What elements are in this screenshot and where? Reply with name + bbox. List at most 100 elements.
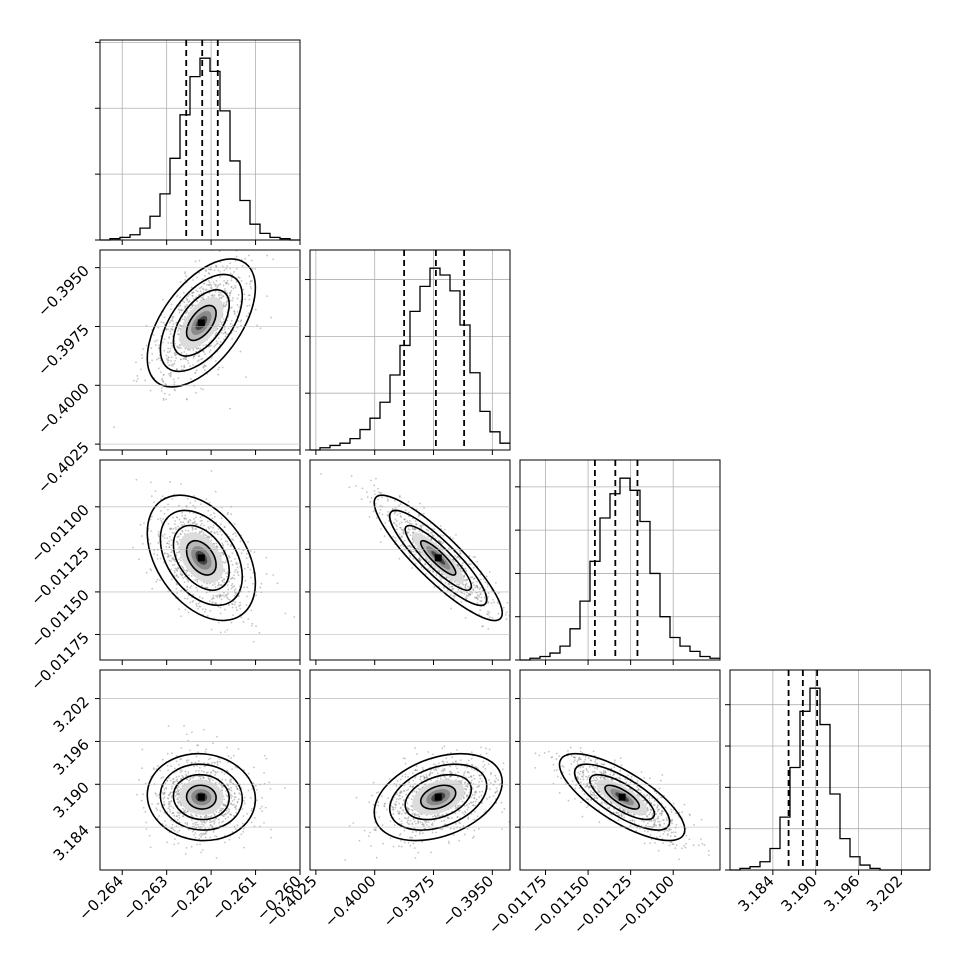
scatter-point [173, 352, 176, 355]
scatter-point [216, 533, 219, 536]
scatter-point [234, 765, 237, 768]
scatter-point [502, 606, 505, 609]
scatter-point [569, 746, 572, 749]
scatter-point [604, 771, 607, 774]
scatter-point [224, 593, 227, 596]
scatter-point [555, 752, 558, 755]
scatter-point [237, 320, 240, 322]
scatter-point [168, 527, 171, 530]
scatter-point [224, 817, 227, 820]
scatter-point [395, 798, 398, 800]
scatter-point [222, 284, 225, 287]
scatter-point [571, 780, 574, 783]
scatter-point [181, 815, 184, 818]
scatter-point [177, 576, 180, 578]
scatter-point [149, 481, 152, 484]
scatter-point [439, 778, 442, 780]
scatter-point [235, 535, 238, 537]
x-tick-label: 3.190 [777, 872, 820, 915]
scatter-point [361, 487, 364, 490]
scatter-point [177, 566, 179, 569]
scatter-point [437, 766, 440, 769]
scatter-point [476, 602, 479, 605]
scatter-point [410, 836, 412, 839]
scatter-point [413, 814, 416, 817]
scatter-point [249, 283, 251, 285]
scatter-point [393, 499, 396, 502]
scatter-point [476, 594, 479, 597]
scatter-point [593, 770, 596, 773]
scatter-point [685, 834, 688, 837]
scatter-point [547, 750, 550, 753]
scatter-point [400, 812, 403, 815]
scatter-point [171, 319, 174, 322]
scatter-point [596, 767, 598, 770]
scatter-point [236, 570, 239, 573]
scatter-point [175, 368, 178, 371]
histogram-panel-1 [305, 249, 511, 451]
scatter-point [226, 596, 229, 599]
scatter-point [154, 340, 156, 343]
scatter-point [213, 345, 215, 348]
scatter-point [216, 735, 218, 738]
scatter-point [243, 799, 245, 802]
scatter-point [219, 760, 221, 763]
scatter-point [194, 832, 197, 834]
scatter-point [404, 509, 407, 512]
scatter-point [370, 844, 372, 847]
scatter-point [248, 254, 250, 257]
scatter-point [224, 813, 227, 816]
scatter-point [591, 794, 594, 797]
scatter-point [648, 777, 651, 780]
scatter-point [613, 761, 616, 764]
scatter-point [169, 371, 172, 374]
scatter-point [489, 788, 491, 791]
scatter-point [466, 827, 469, 830]
scatter-point [184, 770, 187, 773]
scatter-point [400, 535, 403, 538]
scatter-point [488, 748, 491, 751]
scatter-point [224, 608, 226, 611]
scatter-point [213, 822, 216, 825]
scatter-point [444, 581, 447, 584]
scatter-point [372, 781, 375, 784]
panel-frame [309, 669, 511, 871]
scatter-point [225, 809, 228, 812]
scatter-point [177, 546, 180, 549]
scatter-point [395, 528, 398, 531]
scatter-point [698, 844, 700, 847]
scatter-point [166, 555, 169, 558]
scatter-point [234, 532, 237, 534]
scatter-point [251, 622, 254, 625]
scatter-point [650, 808, 653, 811]
scatter-point [139, 523, 142, 526]
scatter-point [236, 566, 239, 569]
scatter-point [212, 831, 215, 833]
scatter-point [468, 555, 471, 558]
scatter-point [659, 779, 662, 782]
scatter-point [212, 524, 215, 527]
panel-frame [729, 669, 931, 871]
scatter-point [423, 825, 425, 827]
scatter-point [192, 304, 195, 307]
scatter-point [437, 569, 439, 572]
scatter-point [226, 811, 229, 814]
scatter-point [197, 347, 200, 350]
y-tick-label: 3.190 [50, 778, 93, 821]
scatter-point [171, 498, 174, 500]
scatter-point [226, 540, 229, 543]
scatter-point [249, 550, 252, 552]
x-tick-label: −0.262 [164, 872, 216, 924]
scatter-point [222, 318, 225, 320]
scatter-point [194, 507, 196, 509]
scatter-point [482, 625, 485, 628]
scatter-point [190, 819, 193, 822]
scatter-point [225, 267, 228, 270]
y-tick-label: −0.4000 [34, 379, 93, 438]
scatter-point [171, 785, 173, 788]
scatter-point [202, 366, 205, 369]
scatter-point [201, 834, 203, 837]
scatter-point [171, 328, 174, 331]
scatter-point [583, 793, 586, 796]
scatter-point [574, 787, 577, 790]
